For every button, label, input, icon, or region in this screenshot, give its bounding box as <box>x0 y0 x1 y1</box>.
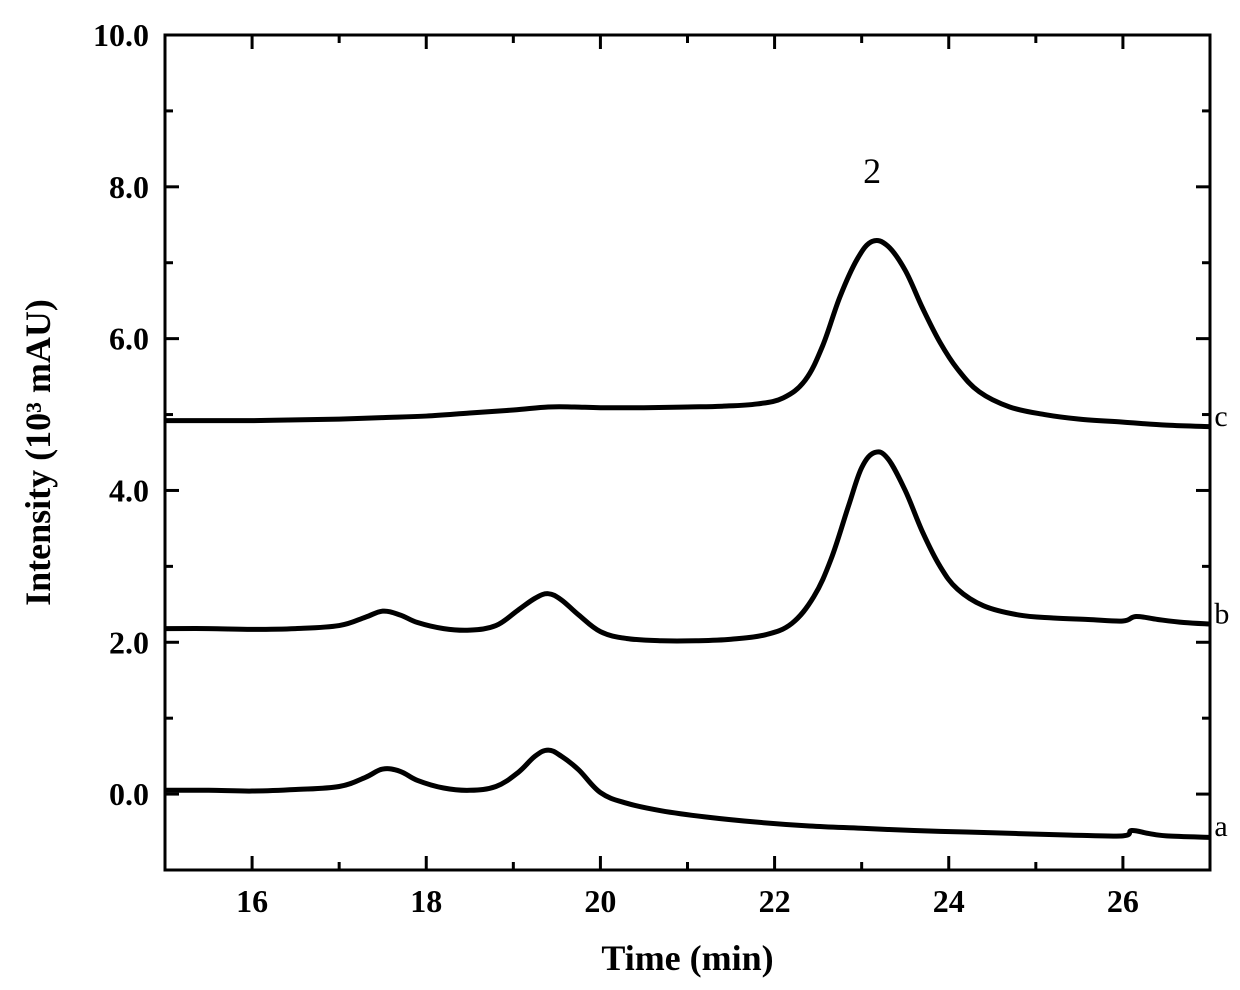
x-tick-label: 26 <box>1107 883 1139 919</box>
y-tick-label: 8.0 <box>109 169 149 205</box>
y-tick-label: 4.0 <box>109 472 149 508</box>
peak-label: 2 <box>863 151 881 191</box>
series-label-a: a <box>1214 810 1227 843</box>
series-a <box>165 750 1210 837</box>
x-axis-title: Time (min) <box>601 938 773 978</box>
x-tick-label: 24 <box>933 883 965 919</box>
plot-frame <box>165 35 1210 870</box>
y-tick-label: 10.0 <box>93 17 149 53</box>
chart-svg: 16 18 20 22 24 26 0.0 2.0 4.0 6.0 8.0 10.0 Time (min… <box>0 0 1240 990</box>
series-b <box>165 452 1210 641</box>
y-axis-title: Intensity (10³ mAU) <box>18 299 58 606</box>
y-tick-label: 2.0 <box>109 624 149 660</box>
series-c <box>165 240 1210 426</box>
y-tick-label: 0.0 <box>109 776 149 812</box>
series-label-b: b <box>1214 597 1229 630</box>
y-tick-label: 6.0 <box>109 321 149 357</box>
x-tick-label: 16 <box>236 883 268 919</box>
series-label-c: c <box>1214 400 1227 433</box>
x-tick-label: 18 <box>410 883 442 919</box>
x-tick-label: 22 <box>759 883 791 919</box>
chromatogram-chart: 16 18 20 22 24 26 0.0 2.0 4.0 6.0 8.0 10.0 Time (min… <box>0 0 1240 990</box>
x-tick-label: 20 <box>584 883 616 919</box>
